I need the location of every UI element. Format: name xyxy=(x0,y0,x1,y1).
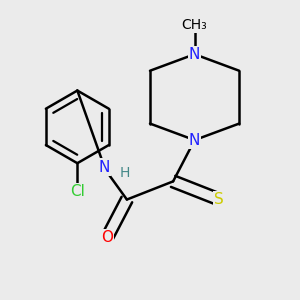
Text: N: N xyxy=(189,133,200,148)
Text: H: H xyxy=(120,166,130,180)
Text: O: O xyxy=(101,230,113,245)
Text: Cl: Cl xyxy=(70,184,85,199)
Text: N: N xyxy=(98,160,110,175)
Text: CH₃: CH₃ xyxy=(182,17,208,32)
Text: S: S xyxy=(214,192,224,207)
Text: N: N xyxy=(189,47,200,62)
